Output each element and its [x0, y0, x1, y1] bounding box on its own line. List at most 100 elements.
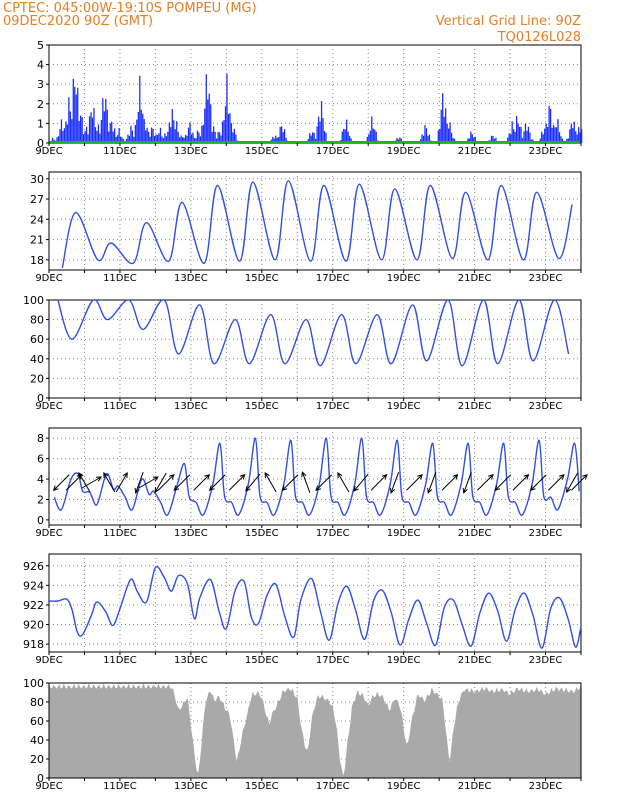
- wind-arrow-head: [208, 485, 215, 492]
- wind-arrow: [571, 474, 588, 491]
- precip-bar: [201, 125, 203, 143]
- precip-bar: [524, 123, 527, 143]
- precip-bar: [526, 130, 528, 143]
- wind-arrow: [81, 476, 102, 489]
- precip-bar: [510, 134, 512, 143]
- precip-bar: [60, 119, 63, 143]
- precip-xtick-label: 15DEC: [245, 146, 279, 157]
- pressure-ytick-label: 926: [23, 560, 44, 573]
- precip-bar: [131, 130, 134, 143]
- wind-arrow: [78, 472, 91, 493]
- cloud-ytick-label: 40: [30, 734, 44, 747]
- precip-bar: [552, 125, 555, 143]
- precip-bar: [468, 138, 470, 143]
- precip-bar: [106, 109, 108, 143]
- precip-bar: [551, 127, 553, 143]
- precip-bar: [514, 131, 516, 143]
- precip-bar: [80, 115, 82, 143]
- precip-bar: [557, 119, 559, 143]
- precip-bar: [49, 141, 51, 143]
- precip-bar: [495, 137, 497, 143]
- precip-bar: [59, 129, 61, 143]
- wind-arrow: [264, 472, 277, 493]
- precip-bar: [100, 119, 102, 143]
- precip-bar: [569, 129, 571, 143]
- precip-bar: [119, 136, 122, 143]
- wind-arrow: [530, 474, 547, 491]
- cloud-cover-area: [49, 683, 581, 778]
- precip-bar: [448, 128, 450, 143]
- precip-bar: [507, 137, 509, 143]
- temp-xtick-label: 15DEC: [245, 273, 279, 284]
- precip-bar: [307, 138, 309, 143]
- precip-xtick-label: 13DEC: [174, 146, 208, 157]
- precip-xtick-label: 21DEC: [458, 146, 492, 157]
- wind-xtick-label: 15DEC: [245, 528, 279, 539]
- rh-xtick-label: 23DEC: [529, 401, 563, 412]
- precip-bar: [422, 135, 425, 143]
- temp-xtick-label: 9DEC: [35, 273, 62, 284]
- precip-bar: [211, 131, 213, 143]
- pressure-ytick-label: 924: [23, 579, 44, 592]
- cloud-xtick-label: 13DEC: [174, 781, 208, 792]
- precip-bar: [220, 135, 222, 143]
- precip-bar: [233, 128, 235, 143]
- precip-bar: [116, 135, 119, 143]
- precip-bar: [182, 137, 184, 143]
- precip-bar: [279, 126, 281, 143]
- cloud-ytick-label: 60: [30, 715, 44, 728]
- precip-bar: [186, 135, 188, 143]
- precip-bar: [517, 123, 519, 143]
- precip-bar: [372, 128, 374, 143]
- precip-bar: [128, 135, 131, 143]
- precip-bar: [323, 130, 326, 143]
- wind-arrow-head: [452, 473, 459, 480]
- wind-arrow-head: [381, 473, 388, 480]
- precip-xtick-label: 9DEC: [35, 146, 62, 157]
- precip-bar: [570, 123, 572, 143]
- cloud-xtick-label: 17DEC: [316, 781, 350, 792]
- wind-ytick-label: 4: [37, 473, 44, 486]
- precip-bar: [443, 116, 445, 143]
- wind-arrow-head: [529, 485, 536, 492]
- precip-bar: [437, 130, 439, 143]
- precip-bar: [145, 130, 147, 143]
- precip-bar: [179, 137, 181, 143]
- precip-ytick-label: 0: [37, 137, 44, 150]
- precip-bar: [341, 131, 343, 143]
- precip-bar: [91, 117, 94, 143]
- precip-bar: [204, 108, 206, 143]
- pressure-ytick-label: 922: [23, 599, 44, 612]
- precip-bar: [529, 132, 531, 143]
- precip-bar: [177, 131, 179, 143]
- temperature-series-line: [61, 180, 573, 269]
- rh-xtick-label: 13DEC: [174, 401, 208, 412]
- wind-arrow: [370, 474, 387, 491]
- precip-bar: [368, 134, 370, 143]
- wind-arrow-head: [122, 472, 128, 478]
- precip-bar: [196, 130, 199, 143]
- precip-bar: [567, 138, 569, 143]
- precip-bar: [450, 132, 453, 143]
- precip-bar: [99, 133, 101, 143]
- precip-bar: [56, 137, 58, 143]
- wind-arrow-head: [173, 485, 180, 492]
- precip-bar: [97, 124, 100, 143]
- wind-series-line: [53, 437, 580, 517]
- temp-ytick-label: 18: [30, 254, 44, 267]
- precip-bar: [199, 136, 202, 143]
- wind-arrow: [441, 474, 458, 491]
- precip-bar: [125, 138, 128, 143]
- precip-bar: [109, 123, 111, 143]
- pressure-xtick-label: 23DEC: [529, 655, 563, 666]
- precip-bar: [446, 123, 448, 143]
- temp-xtick-label: 19DEC: [387, 273, 421, 284]
- precip-bar: [452, 138, 454, 143]
- precip-bar: [285, 137, 287, 143]
- precip-bar: [396, 137, 398, 143]
- pressure-xtick-label: 15DEC: [245, 655, 279, 666]
- temp-xtick-label: 17DEC: [316, 273, 350, 284]
- precip-xtick-label: 23DEC: [529, 146, 563, 157]
- wind-arrow: [115, 472, 128, 493]
- wind-panel: 0 2 4 6 8 9DEC 11DEC 13DEC 15DEC 17DEC 19DEC 21DEC 2…: [35, 427, 588, 539]
